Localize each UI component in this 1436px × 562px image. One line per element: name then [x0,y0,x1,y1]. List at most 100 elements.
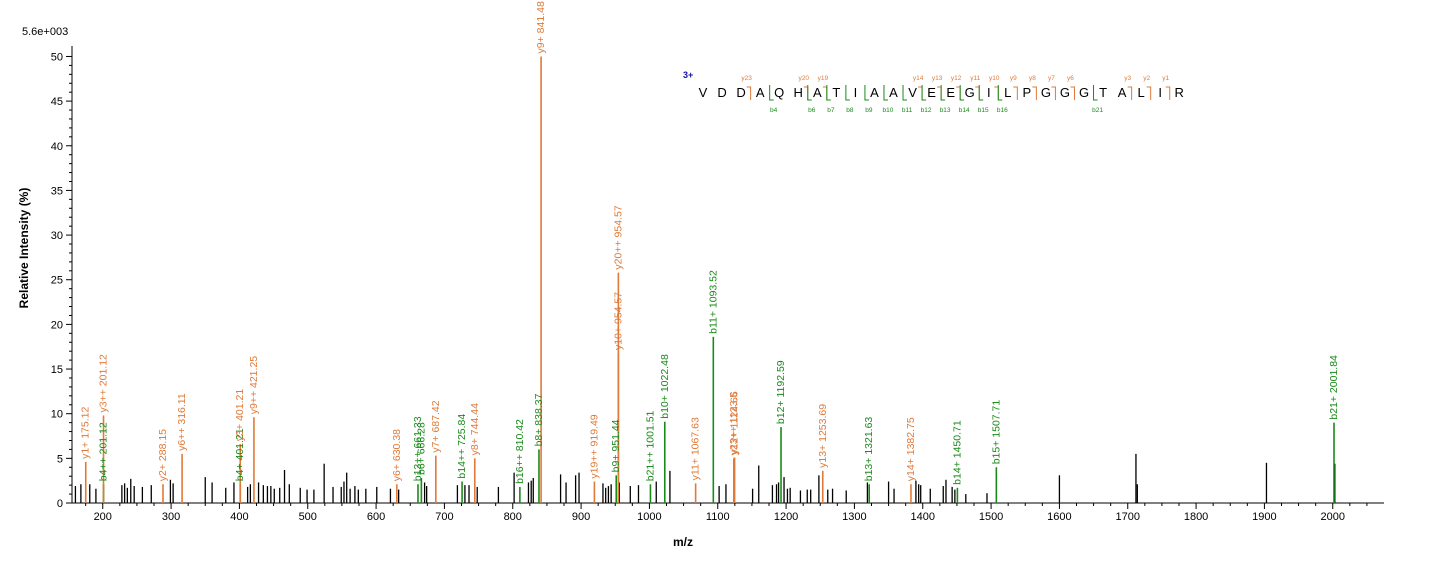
x-tick-label: 1700 [1116,511,1140,523]
x-tick-label: 200 [94,511,112,523]
x-tick-label: 300 [162,511,180,523]
y-ion-bracket [1013,86,1018,100]
x-tick-label: 2000 [1321,511,1345,523]
y-ion-bracket [994,86,999,100]
b-ion-bracket [921,85,927,101]
y-tick-label: 10 [51,409,63,421]
b-ion-label: b14 [959,107,970,114]
x-tick-label: 1500 [979,511,1003,523]
sequence-residue: L [1004,85,1011,100]
y-tick-label: 5 [57,453,63,465]
x-tick-label: 400 [230,511,248,523]
peak-label-y-ion: y23++ 1123.5 [728,392,740,456]
y-ion-bracket [746,86,752,100]
y-ion-label: y19 [818,75,829,82]
peak-label-b-ion: b13+ 1321.63 [863,417,875,482]
peaks [74,56,1336,503]
sequence-residue: E [927,85,936,100]
x-tick-label: 1400 [911,511,935,523]
peak-label-y-ion: y13+ 1253.69 [817,404,829,468]
sequence-residue: G [1041,85,1051,100]
b-ion-bracket [845,85,850,101]
y-ion-label: y13 [932,75,943,82]
peak-label-y-ion: y10+ 954.57 [612,292,624,350]
b-ion-bracket [769,85,774,101]
peak-label-b-ion: b9+ 951.44 [610,419,622,472]
y-ion-bracket [1146,86,1152,100]
y-ion-bracket [956,86,961,100]
peak-label-b-ion: b15+ 1507.71 [990,400,1002,465]
peak-label-y-ion: y3++ 201.12 [98,354,110,413]
peak-label-y-ion: y14+ 1382.75 [905,417,917,481]
y-ion-label: y9 [1010,75,1017,82]
y-tick-label: 40 [51,141,63,153]
axes: 200 300 400 500 600 700 800 900 1000 1100 1200 1300… [51,46,1384,523]
peak-label-y-ion: y1+ 175.12 [80,407,92,459]
peak-label-y-ion: y11+ 1067.63 [690,417,702,480]
b-ion-bracket [1093,85,1098,101]
y-ion-label: y2 [1143,75,1150,82]
b-ion-bracket [807,85,812,101]
peak-label-b-ion: b16++ 810.42 [514,419,526,484]
sequence-residue: I [1158,85,1162,100]
x-tick-label: 800 [504,511,522,523]
sequence-residue: I [854,85,858,100]
b-ion-label: b7 [827,107,835,114]
b-ion-bracket [883,85,888,101]
y-ion-bracket [1032,86,1037,100]
peak-label-b-ion: b6+ 666.28 [415,422,427,475]
y-tick-label: 30 [51,230,63,242]
sequence-residue: V [699,85,708,100]
x-tick-label: 900 [572,511,590,523]
b-ion-bracket [978,85,984,101]
peak-label-y-ion: y12+ 1124.66 [729,391,741,454]
peak-label-y-ion: y6+ 630.38 [391,429,403,481]
y-ion-label: y10 [989,75,1000,82]
y-tick-label: 45 [51,96,63,108]
x-tick-label: 500 [299,511,317,523]
peak-label-y-ion: y9+ 841.48 [535,1,547,53]
sequence-residue: V [908,85,917,100]
sequence-residue: R [1175,85,1184,100]
sequence-residue: L [1138,85,1145,100]
sequence-residue: G [1060,85,1070,100]
y-ion-bracket [803,86,809,100]
b-ion-label: b16 [997,107,1008,114]
y-tick-label: 15 [51,364,63,376]
peak-labels: y1+ 175.12 b4++ 201.12 y3++ 201.12 y2+ 288.… [80,1,1340,485]
x-tick-label: 1000 [637,511,661,523]
peak-label-b-ion: b10+ 1022.48 [659,354,671,419]
peak-label-y-ion: y2+ 288.15 [157,429,169,481]
y-ion-bracket [1070,86,1075,100]
x-tick-label: 1900 [1252,511,1276,523]
y-ion-label: y12 [951,75,962,82]
y-ion-label: y1 [1162,75,1169,82]
b-ion-bracket [959,85,965,101]
b-ion-label: b4 [770,107,778,114]
sequence-residue: D [736,85,745,100]
x-tick-label: 1800 [1184,511,1208,523]
sequence-residue: A [756,85,765,100]
sequence-residue: I [987,85,991,100]
peak-label-b-ion: b11+ 1093.52 [707,270,719,334]
peak-label-y-ion: y3+ 401.21 [234,389,246,441]
charge-label: 3+ [683,70,693,80]
peak-label-b-ion: b12+ 1192.59 [775,360,787,424]
b-ion-label: b21 [1092,107,1103,114]
sequence-residue: H [794,85,803,100]
peak-label-y-ion: y20++ 954.57 [612,205,624,269]
y-tick-label: 50 [51,51,63,63]
x-tick-label: 600 [367,511,385,523]
b-ion-bracket [940,85,946,101]
y-ion-label: y7 [1048,75,1055,82]
b-ion-label: b10 [883,107,894,114]
y-ion-bracket [918,86,923,100]
y-ion-label: y20 [799,75,810,82]
y-ion-label: y23 [741,75,752,82]
y-tick-label: 25 [51,275,63,287]
peak-label-b-ion: b8+ 838.37 [533,393,545,446]
peak-label-y-ion: y6++ 316.11 [176,393,188,451]
x-tick-label: 700 [435,511,453,523]
